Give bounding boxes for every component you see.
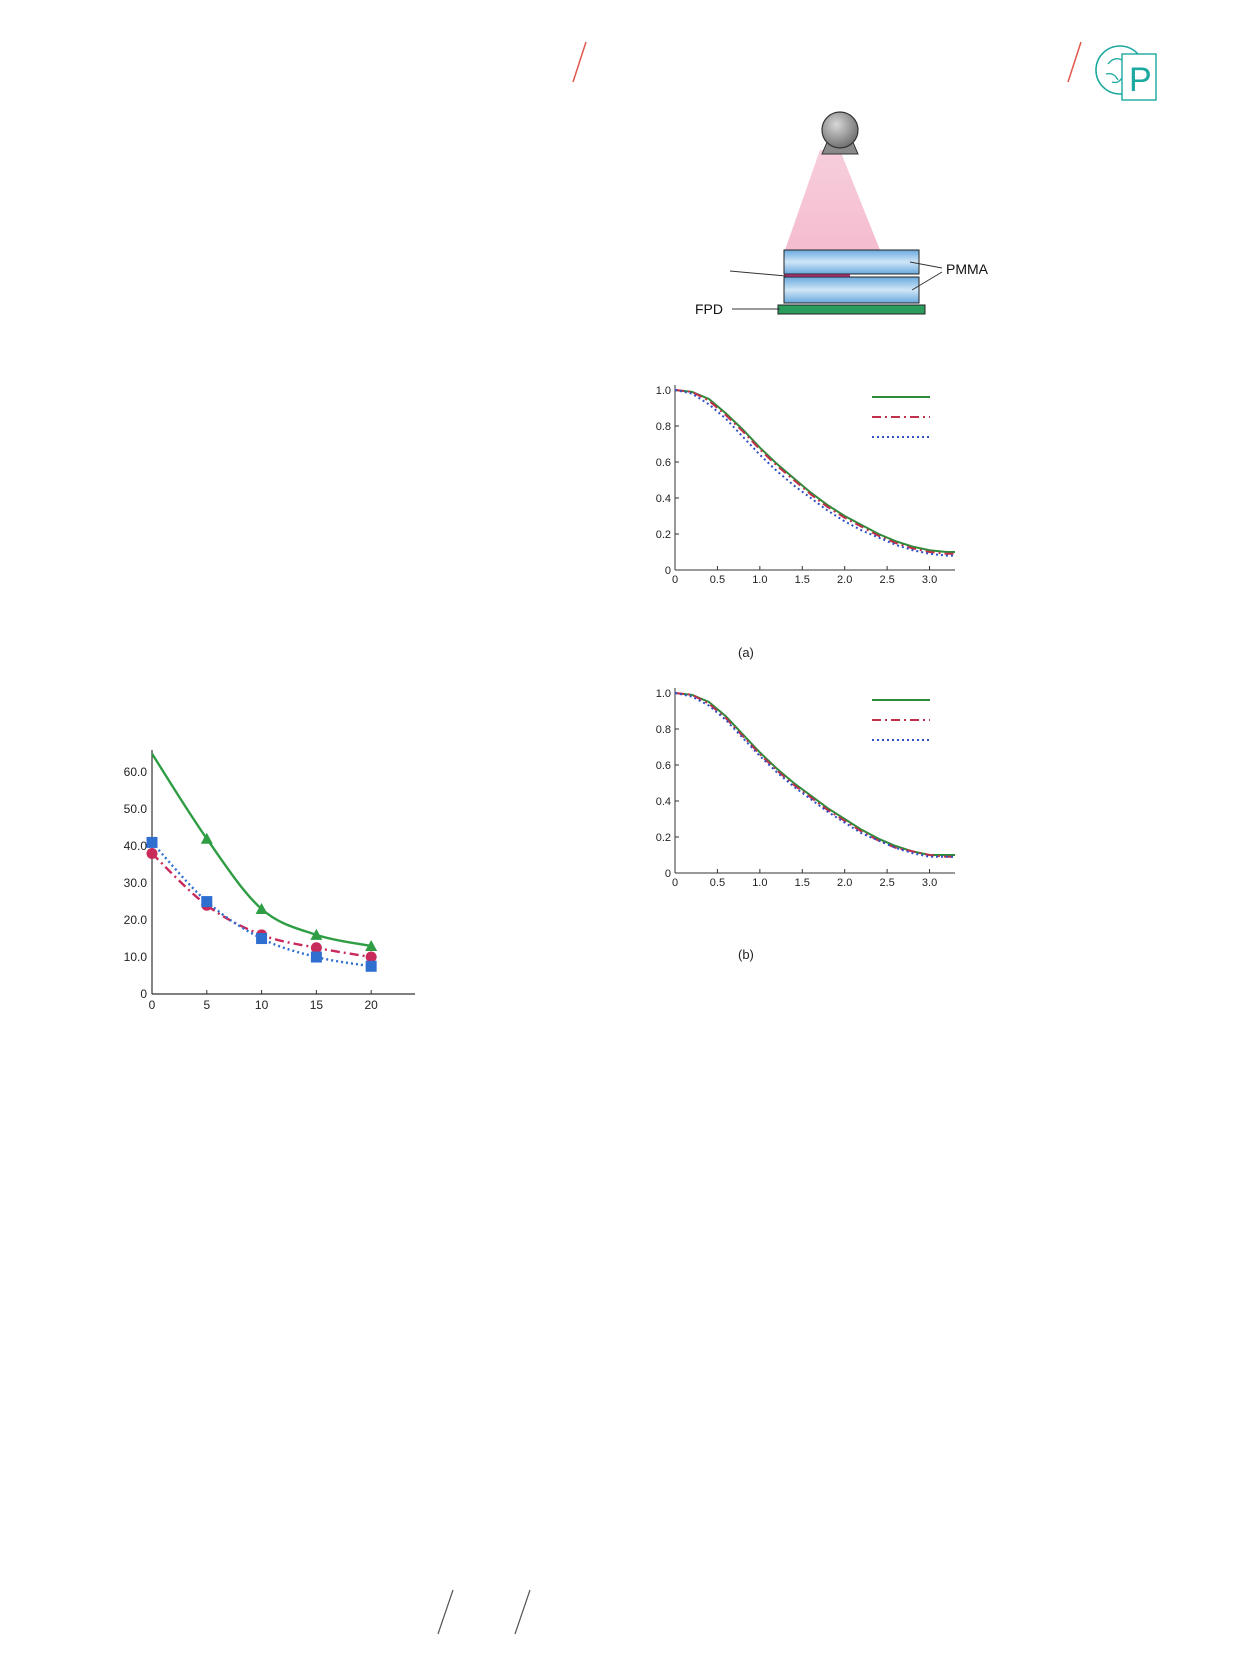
chart-b-y-tick-label: 0.8: [656, 724, 671, 736]
chart-a-x-tick-label: 2.5: [879, 574, 894, 586]
xray-setup-diagram: PMMA FPD: [695, 111, 989, 317]
chart-b-series-line-2: [674, 692, 955, 858]
chart-c-series-2-point: [365, 951, 377, 963]
chart-a-x-tick-label: 0: [672, 574, 678, 586]
xray-source-icon: [821, 111, 859, 149]
chart-c-series-3-point: [310, 951, 322, 963]
label-fpd: FPD: [695, 301, 723, 317]
chart-b-x-tick-label: 2.0: [837, 877, 852, 889]
chart-c-y-tick-label: 40.0: [124, 839, 148, 853]
chart-b-series-line-1: [674, 692, 955, 856]
chart-c-x-tick-label: 0: [149, 998, 156, 1012]
caption-b: (b): [738, 947, 754, 962]
chart-c-series-2-point: [310, 942, 322, 954]
pmma-plate-top: [783, 249, 920, 275]
chart-b-x-tick-label: 0: [672, 877, 678, 889]
chart-c-y-tick-label: 50.0: [124, 802, 148, 816]
chart-b-series-line-3: [674, 692, 955, 858]
chart-b-y-tick-label: 1.0: [656, 688, 671, 700]
footer-slash-right: [514, 1589, 531, 1635]
chart-c-y-tick-label: 20.0: [124, 913, 148, 927]
chart-a-y-tick-label: 1.0: [656, 385, 671, 397]
chart-b-y-tick-label: 0: [665, 868, 671, 880]
chart-a-y-tick-label: 0.8: [656, 421, 671, 433]
chart-a-series-line-1: [674, 389, 955, 553]
label-pmma: PMMA: [946, 261, 989, 277]
chart-b-y-tick-label: 0.6: [656, 760, 671, 772]
chart-b-x-tick-label: 2.5: [879, 877, 894, 889]
chart-a-series-line-3: [674, 389, 955, 557]
chart-a-y-tick-label: 0.4: [656, 493, 671, 505]
svg-text:P: P: [1129, 61, 1152, 99]
chart-c-series-1-point: [200, 832, 213, 844]
chart-a-x-tick-label: 1.0: [752, 574, 767, 586]
chart-b: 0 0.2 0.4 0.6 0.8 1.0 0 0.5 1.0 1.5 2.0 2.5 3.0: [656, 688, 955, 889]
chart-a-x-tick-label: 2.0: [837, 574, 852, 586]
chart-b-y-tick-label: 0.4: [656, 796, 671, 808]
chart-a-x-tick-label: 3.0: [922, 574, 937, 586]
chart-c-x-tick-label: 20: [364, 998, 378, 1012]
brain-p-logo-icon: P: [1095, 45, 1157, 101]
chart-c-y-tick-label: 30.0: [124, 876, 148, 890]
chart-c-series-1-point: [255, 902, 268, 914]
chart-b-x-tick-label: 0.5: [710, 877, 725, 889]
pmma-plate-bottom: [783, 276, 920, 304]
chart-a-y-tick-label: 0.6: [656, 457, 671, 469]
chart-a-x-tick-label: 0.5: [710, 574, 725, 586]
header-slash-right: [1067, 41, 1082, 83]
chart-b-y-tick-label: 0.2: [656, 832, 671, 844]
chart-a-x-tick-label: 1.5: [795, 574, 810, 586]
fpd-detector: [777, 304, 926, 315]
chart-c-x-tick-label: 10: [255, 998, 269, 1012]
chart-b-x-tick-label: 1.5: [795, 877, 810, 889]
caption-a: (a): [738, 645, 754, 660]
chart-c-x-tick-label: 15: [310, 998, 324, 1012]
chart-c-series-3-point: [201, 896, 213, 908]
chart-c-series-line-1: [150, 753, 372, 948]
chart-c-y-tick-label: 10.0: [124, 950, 148, 964]
chart-b-x-tick-label: 1.0: [752, 877, 767, 889]
chart-a-y-tick-label: 0.2: [656, 529, 671, 541]
chart-c: 0 10.0 20.0 30.0 40.0 50.0 60.0 0 5 10 15 20: [124, 750, 415, 1012]
chart-c-series-2-point: [146, 848, 158, 860]
chart-c-series-3-point: [365, 960, 377, 972]
chart-a-series-line-2: [674, 389, 955, 555]
xray-beam: [785, 150, 880, 250]
header-slash-left: [572, 41, 587, 83]
chart-c-y-tick-label: 60.0: [124, 765, 148, 779]
chart-a-y-tick-label: 0: [665, 565, 671, 577]
chart-c-series-3-point: [146, 836, 158, 848]
chart-c-series-1-point: [310, 928, 323, 940]
chart-b-x-tick-label: 3.0: [922, 877, 937, 889]
chart-c-series-3-point: [256, 933, 268, 945]
chart-a: 0 0.2 0.4 0.6 0.8 1.0 0 0.5 1.0 1.5 2.0 2.5 3.0: [656, 385, 955, 586]
chart-c-series-1-point: [365, 939, 378, 951]
chart-c-y-tick-label: 0: [140, 987, 147, 1001]
chart-c-x-tick-label: 5: [203, 998, 210, 1012]
footer-slash-left: [437, 1589, 454, 1635]
